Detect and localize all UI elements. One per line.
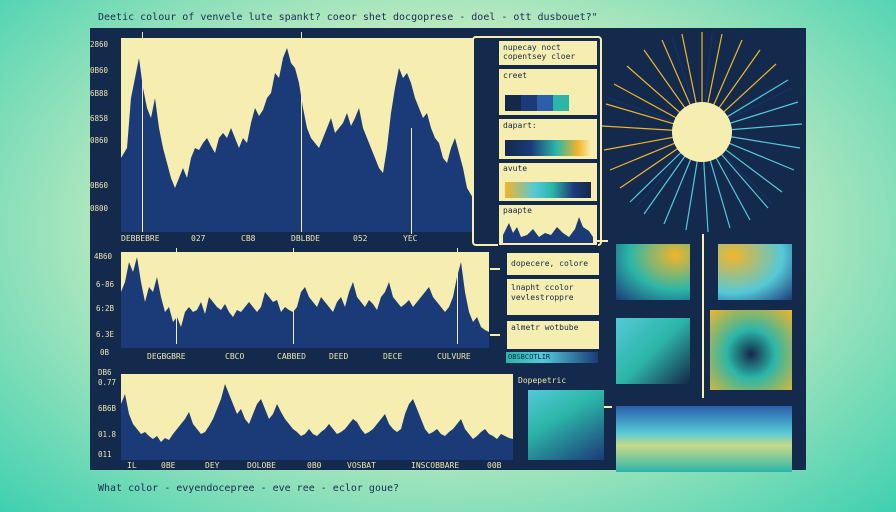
y-tick: 4B60	[94, 252, 113, 261]
x-tick: IL	[127, 461, 137, 470]
x-tick: CABBED	[277, 352, 306, 361]
page-title: Deetic colour of venvele lute spankt? co…	[98, 12, 598, 23]
palette-swatch	[505, 95, 569, 111]
x-tick: CB8	[241, 234, 256, 243]
connector-line	[490, 334, 500, 336]
middle-chart-plot	[121, 248, 489, 348]
texture-tile	[616, 244, 690, 300]
x-tick: CBCO	[225, 352, 245, 361]
x-tick: DEY	[205, 461, 220, 470]
x-tick: 052	[353, 234, 368, 243]
palette-swatch	[505, 182, 591, 198]
x-tick: 027	[191, 234, 206, 243]
texture-tile	[528, 390, 604, 460]
legend-item-label: avute	[503, 164, 528, 173]
connector-line	[604, 406, 612, 408]
x-tick: YEC	[403, 234, 418, 243]
y-tick: 0.77	[98, 378, 117, 387]
top-chart-waveform	[121, 48, 473, 232]
palette-swatch	[505, 140, 591, 156]
info-label: Dopepetric	[518, 376, 567, 385]
y-tick: 6.3E	[96, 330, 115, 339]
legend-panel: nupecay noct copentsey cloer creet dapar…	[472, 36, 602, 246]
bottom-chart-x-axis: IL 0BE DEY DOLOBE 0B0 VOSBAT INSCOBBARE …	[121, 461, 513, 473]
top-chart-marker	[142, 32, 143, 232]
info-box: lnapht ccolor vevlestroppre	[506, 278, 600, 316]
y-tick: 0B60	[90, 66, 109, 75]
y-tick: 6-86	[96, 280, 115, 289]
y-tick: 01.8	[98, 430, 117, 439]
x-tick: 00B	[487, 461, 502, 470]
top-chart: 2860 0B60 6B88 6858 0860 0B60 0800 DEBBE…	[90, 28, 485, 253]
info-box: dopecere, colore	[506, 252, 600, 276]
x-tick: DBLBDE	[291, 234, 320, 243]
legend-item: paapte	[498, 204, 598, 246]
y-tick: 6:2B	[96, 304, 115, 313]
legend-item: creet	[498, 68, 598, 116]
info-box-label: almetr wotbube	[511, 323, 579, 332]
x-tick: DECE	[383, 352, 403, 361]
bottom-chart: DB6 0.77 6B6B 01.8 011 IL 0BE DEY DOLOBE…	[90, 368, 520, 470]
connector-line	[702, 234, 704, 398]
y-tick: 2860	[90, 40, 109, 49]
top-chart-marker	[411, 128, 412, 234]
x-tick: 0BE	[161, 461, 176, 470]
x-tick: CULVURE	[437, 352, 471, 361]
x-tick: DEGBGBRE	[147, 352, 186, 361]
sunburst-graphic	[601, 32, 803, 233]
texture-tile	[616, 318, 690, 384]
bottom-chart-plot	[121, 374, 513, 460]
y-tick: 6B88	[90, 89, 109, 98]
legend-heading: nupecay noct copentsey cloer	[503, 43, 576, 61]
top-chart-x-axis: DEBBEBRE 027 CB8 DBLBDE 052 YEC	[121, 234, 473, 246]
y-tick: 0B60	[90, 181, 109, 190]
top-chart-plot	[121, 32, 473, 234]
x-tick: 0B0	[307, 461, 322, 470]
legend-item-label: dapart:	[503, 121, 537, 130]
legend-item: dapart:	[498, 118, 598, 160]
x-tick: DOLOBE	[247, 461, 276, 470]
middle-chart: 4B60 6-86 6:2B 6.3E 0B DEGBGBRE CBCO CAB…	[90, 248, 495, 364]
y-tick: 0B	[100, 348, 110, 357]
y-tick: 011	[98, 450, 112, 459]
legend-item-label: paapte	[503, 206, 532, 215]
x-tick: VOSBAT	[347, 461, 376, 470]
top-chart-y-axis: 2860 0B60 6B88 6858 0860 0B60 0800	[90, 36, 118, 213]
legend-item: avute	[498, 162, 598, 202]
y-tick: 6858	[90, 114, 109, 123]
y-tick: 6B6B	[98, 404, 117, 413]
y-tick: 0800	[90, 204, 109, 213]
legend-item-label: creet	[503, 71, 528, 80]
middle-chart-marker	[457, 248, 458, 344]
connector-line	[490, 268, 500, 270]
bottom-chart-waveform	[121, 384, 513, 460]
info-strip: OBSBCOTLIR	[506, 352, 598, 363]
y-tick: DB6	[98, 368, 112, 377]
top-chart-marker	[301, 32, 302, 232]
mini-waveform	[503, 217, 593, 243]
x-tick: INSCOBBARE	[411, 461, 460, 470]
info-box: almetr wotbube	[506, 320, 600, 350]
middle-chart-marker	[176, 248, 177, 344]
y-tick: 0860	[90, 136, 109, 145]
info-box-label: lnapht ccolor vevlestroppre	[511, 283, 574, 302]
x-tick: DEBBEBRE	[121, 234, 160, 243]
footer-question: What color - evyendocepree - eve ree - e…	[98, 483, 400, 494]
texture-tile	[710, 310, 792, 390]
middle-chart-x-axis: DEGBGBRE CBCO CABBED DEED DECE CULVURE	[121, 352, 489, 364]
main-panel: 2860 0B60 6B88 6858 0860 0B60 0800 DEBBE…	[90, 28, 806, 472]
middle-chart-marker	[293, 248, 294, 344]
connector-line	[596, 240, 608, 242]
texture-tile	[616, 406, 792, 472]
x-tick: DEED	[329, 352, 349, 361]
texture-tile	[718, 244, 792, 300]
middle-chart-waveform	[121, 257, 489, 348]
legend-heading-box: nupecay noct copentsey cloer	[498, 40, 598, 66]
info-box-label: dopecere, colore	[511, 259, 589, 268]
info-strip-label: OBSBCOTLIR	[508, 353, 551, 361]
